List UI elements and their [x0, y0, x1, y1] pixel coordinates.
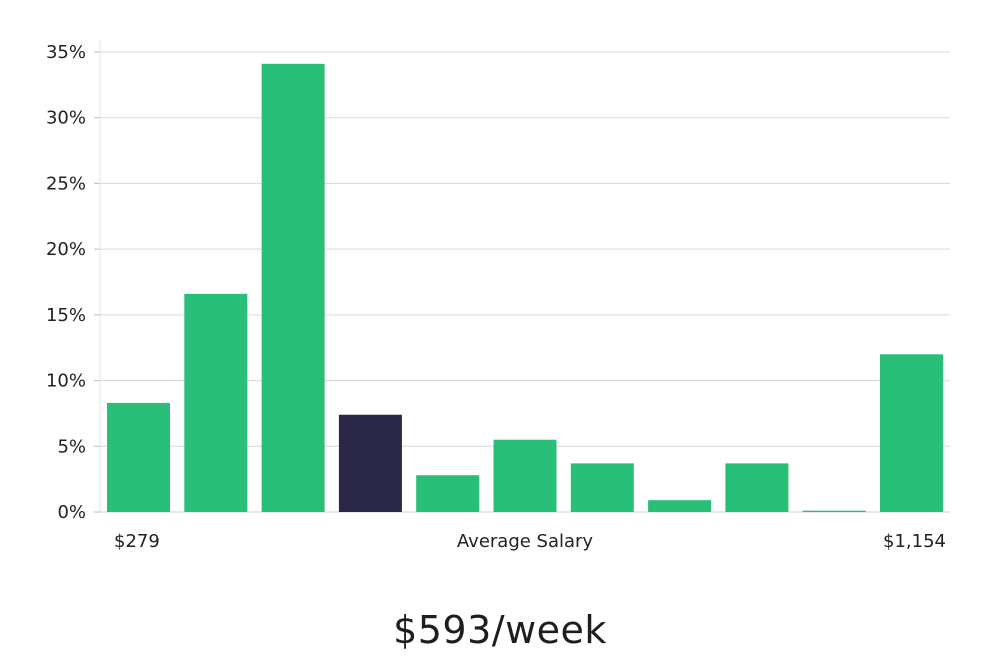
bar [648, 500, 712, 512]
bar [880, 354, 943, 512]
chart-svg: 0% 5% 10% 15% 20% 25% 30% 35% $279 Average Sala… [46, 40, 950, 552]
bar [493, 439, 557, 512]
bars [107, 63, 943, 512]
average-salary-headline: $593/week [393, 608, 607, 652]
bar [570, 463, 634, 512]
y-tick-label: 0% [57, 502, 86, 523]
y-tick-label: 10% [46, 371, 86, 392]
salary-histogram: 0% 5% 10% 15% 20% 25% 30% 35% $279 Average Sala… [46, 40, 950, 552]
bar [725, 463, 789, 512]
bar [261, 63, 325, 512]
x-min-label: $279 [114, 531, 160, 552]
bar [184, 293, 248, 512]
bar [107, 402, 170, 512]
y-axis-ticks: 0% 5% 10% 15% 20% 25% 30% 35% [46, 42, 100, 523]
y-tick-label: 15% [46, 305, 86, 326]
y-tick-label: 20% [46, 239, 86, 260]
y-tick-label: 25% [46, 173, 86, 194]
y-tick-label: 30% [46, 108, 86, 129]
y-tick-label: 5% [57, 436, 86, 457]
y-tick-label: 35% [46, 42, 86, 63]
bar [802, 510, 866, 512]
x-axis-title: Average Salary [457, 531, 594, 552]
bar [416, 475, 480, 512]
x-max-label: $1,154 [883, 531, 946, 552]
bar-highlighted [338, 414, 402, 512]
